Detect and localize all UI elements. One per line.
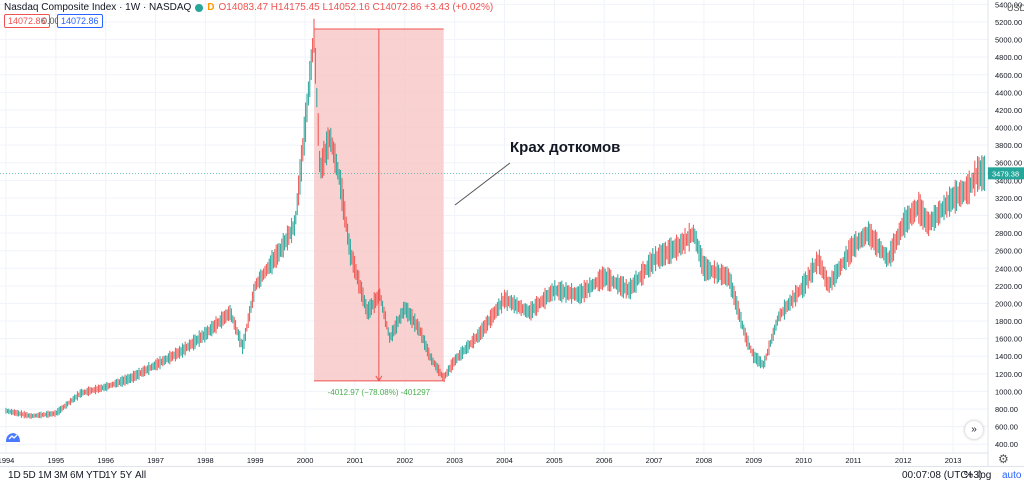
- price-series: [0, 18, 988, 419]
- y-tick-label: 600.00: [995, 423, 1018, 432]
- range-1m-button[interactable]: 1M: [38, 470, 52, 481]
- y-tick-label: 2400.00: [995, 264, 1022, 273]
- delay-badge: D: [207, 2, 215, 13]
- sell-button[interactable]: 14072.86: [4, 14, 50, 28]
- y-tick-label: 3000.00: [995, 212, 1022, 221]
- buy-button[interactable]: 14072.86: [57, 14, 103, 28]
- x-tick-label: 2006: [596, 456, 613, 465]
- x-tick-label: 2009: [745, 456, 762, 465]
- annotation-label: Крах доткомов: [510, 139, 620, 156]
- tradingview-logo-icon[interactable]: [4, 430, 22, 444]
- range-all-button[interactable]: All: [135, 470, 147, 481]
- y-tick-label: 400.00: [995, 440, 1018, 449]
- y-tick-label: 1200.00: [995, 370, 1022, 379]
- x-tick-label: 2011: [845, 456, 861, 465]
- x-tick-label: 2013: [945, 456, 962, 465]
- percent-scale-toggle[interactable]: %: [964, 470, 973, 481]
- log-scale-toggle[interactable]: log: [978, 470, 992, 481]
- x-axis: 1994 1995 1996 1997 1998 1999 2000 2001 2002 2003…: [0, 456, 961, 465]
- spread-value: 0.00: [42, 16, 60, 26]
- y-tick-label: 1000.00: [995, 387, 1022, 396]
- y-tick-label: 3800.00: [995, 141, 1022, 150]
- x-tick-label: 1999: [247, 456, 264, 465]
- range-1d-button[interactable]: 1D: [8, 470, 21, 481]
- measure-zone: [314, 28, 444, 382]
- range-6m-button[interactable]: 6M: [70, 470, 84, 481]
- last-price-label: 3479.38: [992, 169, 1019, 178]
- x-tick-label: 1998: [197, 456, 214, 465]
- y-tick-label: 5400.00: [995, 0, 1022, 9]
- currency-label: USD: [1007, 3, 1024, 13]
- y-tick-label: 1400.00: [995, 352, 1022, 361]
- x-tick-label: 2002: [396, 456, 413, 465]
- chart-grid: [0, 0, 988, 453]
- range-3m-button[interactable]: 3M: [54, 470, 68, 481]
- x-tick-label: 1996: [97, 456, 114, 465]
- ohlc-values: O14083.47 H14175.45 L14052.16 C14072.86 …: [218, 2, 494, 13]
- x-tick-label: 1995: [48, 456, 65, 465]
- y-axis: 400.00 600.00 800.00 1000.00 1200.00 1400.00 1…: [988, 0, 1024, 449]
- x-tick-label: 2001: [347, 456, 364, 465]
- y-tick-label: 2800.00: [995, 229, 1022, 238]
- y-tick-label: 2200.00: [995, 282, 1022, 291]
- gear-icon[interactable]: ⚙: [998, 452, 1009, 466]
- x-tick-label: 2003: [446, 456, 463, 465]
- clock-timezone[interactable]: 00:07:08 (UTC+3): [902, 470, 983, 481]
- chart-header: Nasdaq Composite Index · 1W · NASDAQ D O…: [4, 2, 493, 13]
- measure-label: -4012.97 (−78.08%) -401297: [328, 388, 431, 397]
- bottom-toolbar: 1D 5D 1M 3M 6M YTD 1Y 5Y All 00:07:08 (U…: [0, 466, 1024, 483]
- y-tick-label: 4000.00: [995, 124, 1022, 133]
- range-5y-button[interactable]: 5Y: [120, 470, 133, 481]
- y-tick-label: 3200.00: [995, 194, 1022, 203]
- y-tick-label: 4200.00: [995, 106, 1022, 115]
- x-tick-label: 2004: [496, 456, 513, 465]
- y-tick-label: 1600.00: [995, 335, 1022, 344]
- x-tick-label: 2008: [696, 456, 713, 465]
- range-5d-button[interactable]: 5D: [23, 470, 36, 481]
- y-tick-label: 4600.00: [995, 71, 1022, 80]
- auto-scale-toggle[interactable]: auto: [1002, 470, 1022, 481]
- x-tick-label: 2005: [546, 456, 563, 465]
- y-tick-label: 5000.00: [995, 36, 1022, 45]
- y-tick-label: 800.00: [995, 405, 1018, 414]
- x-tick-label: 2010: [795, 456, 812, 465]
- x-tick-label: 2012: [895, 456, 912, 465]
- measure-zone-arrowhead: [375, 375, 383, 382]
- y-tick-label: 4800.00: [995, 53, 1022, 62]
- status-dot-icon: [195, 3, 204, 12]
- y-tick-label: 4400.00: [995, 88, 1022, 97]
- y-tick-label: 3400.00: [995, 176, 1022, 185]
- y-tick-label: 3600.00: [995, 159, 1022, 168]
- y-tick-label: 2000.00: [995, 299, 1022, 308]
- y-tick-label: 1800.00: [995, 317, 1022, 326]
- annotation-layer: Крах доткомов -4012.97 (−78.08%) -401297: [328, 139, 621, 397]
- callout-line: [454, 162, 511, 206]
- range-1y-button[interactable]: 1Y: [105, 470, 118, 481]
- scroll-to-realtime-button[interactable]: »: [965, 421, 983, 439]
- x-tick-label: 1997: [147, 456, 164, 465]
- y-tick-label: 5200.00: [995, 18, 1022, 27]
- last-price-tag: [988, 167, 1024, 180]
- range-ytd-button[interactable]: YTD: [86, 470, 106, 481]
- y-tick-label: 2600.00: [995, 247, 1022, 256]
- x-tick-label: 1994: [0, 456, 14, 465]
- x-tick-label: 2000: [297, 456, 314, 465]
- symbol-title[interactable]: Nasdaq Composite Index · 1W · NASDAQ: [4, 2, 192, 13]
- x-tick-label: 2007: [646, 456, 663, 465]
